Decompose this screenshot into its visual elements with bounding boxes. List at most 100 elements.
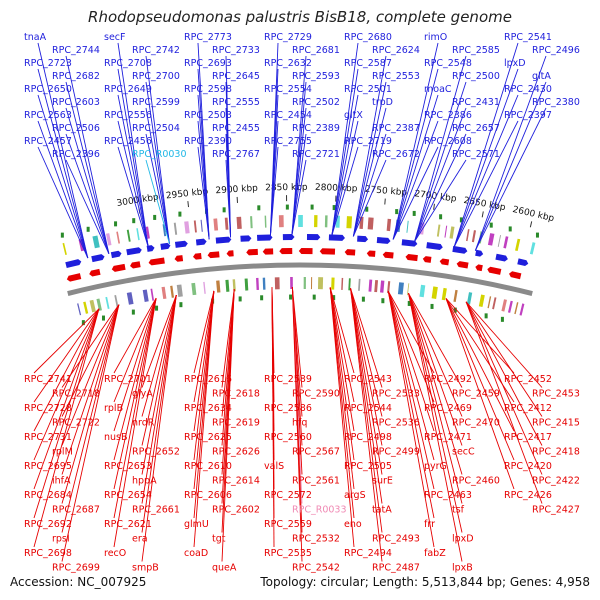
gene-label[interactable]: RPC_2452 [504, 374, 552, 385]
gene-label[interactable]: RPC_2661 [132, 505, 180, 516]
gene-label[interactable]: RPC_2700 [132, 71, 180, 82]
gene-label[interactable]: RPC_2692 [24, 519, 72, 530]
gene-label[interactable]: RPC_2744 [52, 45, 100, 56]
gene-label[interactable]: RPC_2543 [344, 374, 392, 385]
gene-label[interactable]: RPC_2563 [24, 110, 72, 121]
gene-label[interactable]: RPC_2431 [452, 97, 500, 108]
gene-label[interactable]: RPC_2773 [184, 32, 232, 43]
gene-label[interactable]: RPC_2728 [24, 403, 72, 414]
gene-label[interactable]: RPC_2415 [532, 418, 580, 429]
gene-label[interactable]: hfq [292, 418, 307, 429]
gene-label[interactable]: RPC_2469 [424, 403, 472, 414]
gene-label[interactable]: RPC_2608 [424, 136, 472, 147]
gene-label[interactable]: smpB [132, 563, 159, 574]
gene-label[interactable]: RPC_2506 [52, 123, 100, 134]
gene-label[interactable]: RPC_2542 [292, 563, 340, 574]
gene-label[interactable]: RPC_2493 [372, 534, 420, 545]
gene-label[interactable]: RPC_2681 [292, 45, 340, 56]
gene-label[interactable]: RPC_2602 [212, 505, 260, 516]
gene-label[interactable]: RPC_2412 [504, 403, 552, 414]
gene-label[interactable]: queA [212, 563, 237, 574]
gene-label[interactable]: RPC_2718 [52, 389, 100, 400]
gene-label[interactable]: RPC_2589 [264, 374, 312, 385]
gene-label[interactable]: RPC_2721 [292, 149, 340, 160]
gene-label[interactable]: moaC [424, 84, 452, 95]
gene-label[interactable]: RPC_2555 [212, 97, 260, 108]
gene-label[interactable]: RPC_2626 [212, 447, 260, 458]
gene-label[interactable]: RPC_2767 [212, 149, 260, 160]
gene-label[interactable]: gltA [532, 71, 551, 82]
gene-label[interactable]: RPC_2567 [292, 447, 340, 458]
gene-label[interactable]: tgt [212, 534, 226, 545]
gene-label[interactable]: era [132, 534, 148, 545]
gene-label[interactable]: RPC_2422 [532, 476, 580, 487]
gene-label[interactable]: RPC_2498 [344, 432, 392, 443]
gene-label[interactable]: RPC_2499 [372, 447, 420, 458]
gene-label[interactable]: RPC_2619 [212, 418, 260, 429]
gene-label[interactable]: RPC_2426 [504, 490, 552, 501]
gene-label[interactable]: RPC_2554 [264, 84, 312, 95]
gene-label[interactable]: RPC_R0033 [292, 505, 347, 516]
gene-label[interactable]: RPC_2533 [372, 389, 420, 400]
gene-label[interactable]: RPC_2682 [52, 71, 100, 82]
gene-label[interactable]: RPC_2492 [424, 374, 472, 385]
gene-label[interactable]: rplM [52, 447, 73, 458]
gene-label[interactable]: RPC_2621 [104, 519, 152, 530]
gene-label[interactable]: tnaA [24, 32, 47, 43]
gene-label[interactable]: RPC_2396 [52, 149, 100, 160]
gene-label[interactable]: RPC_2502 [292, 97, 340, 108]
gene-label[interactable]: RPC_2680 [344, 32, 392, 43]
gene-label[interactable]: RPC_2470 [452, 418, 500, 429]
gene-label[interactable]: RPC_2380 [532, 97, 580, 108]
gene-label[interactable]: RPC_2561 [292, 476, 340, 487]
gene-label[interactable]: RPC_2699 [52, 563, 100, 574]
gene-label[interactable]: RPC_2390 [184, 136, 232, 147]
gene-label[interactable]: RPC_2556 [104, 110, 152, 121]
gene-label[interactable]: RPC_2553 [372, 71, 420, 82]
gene-label[interactable]: RPC_2417 [504, 432, 552, 443]
gene-label[interactable]: RPC_2634 [184, 403, 232, 414]
gene-label[interactable]: RPC_2541 [504, 32, 552, 43]
gene-label[interactable]: RPC_2603 [52, 97, 100, 108]
gene-label[interactable]: RPC_2742 [132, 45, 180, 56]
gene-label[interactable]: glyA [132, 389, 153, 400]
gene-label[interactable]: RPC_2614 [212, 476, 260, 487]
gene-label[interactable]: RPC_2610 [184, 461, 232, 472]
gene-label[interactable]: RPC_2698 [24, 548, 72, 559]
gene-label[interactable]: RPC_2657 [452, 123, 500, 134]
gene-label[interactable]: coaD [184, 548, 208, 559]
gene-label[interactable]: RPC_2585 [452, 45, 500, 56]
gene-label[interactable]: RPC_2650 [24, 84, 72, 95]
gene-label[interactable]: RPC_2571 [452, 149, 500, 160]
gene-label[interactable]: rpsI [52, 534, 70, 545]
gene-label[interactable]: RPC_2598 [184, 84, 232, 95]
gene-label[interactable]: nrdR [132, 418, 155, 429]
gene-label[interactable]: RPC_2701 [104, 374, 152, 385]
gene-label[interactable]: RPC_2572 [264, 490, 312, 501]
gene-label[interactable]: RPC_2652 [132, 447, 180, 458]
gene-label[interactable]: fabZ [424, 548, 446, 559]
gene-label[interactable]: RPC_2599 [132, 97, 180, 108]
gene-label[interactable]: RPC_2500 [452, 71, 500, 82]
gene-label[interactable]: RPC_2693 [184, 58, 232, 69]
gene-label[interactable]: RPC_2649 [104, 84, 152, 95]
gene-label[interactable]: hppA [132, 476, 157, 487]
gene-label[interactable]: pyrG [424, 461, 447, 472]
gene-label[interactable]: RPC_2457 [24, 136, 72, 147]
gene-label[interactable]: RPC_2708 [104, 58, 152, 69]
gene-label[interactable]: RPC_2733 [212, 45, 260, 56]
gene-label[interactable]: RPC_2606 [184, 490, 232, 501]
gene-label[interactable]: RPC_2645 [212, 71, 260, 82]
gene-label[interactable]: ihfA [52, 476, 71, 487]
gene-label[interactable]: RPC_2427 [532, 505, 580, 516]
gene-label[interactable]: RPC_2532 [292, 534, 340, 545]
gene-label[interactable]: RPC_2397 [504, 110, 552, 121]
gene-label[interactable]: recO [104, 548, 126, 559]
gene-label[interactable]: RPC_2418 [532, 447, 580, 458]
gene-label[interactable]: lpxD [504, 58, 526, 69]
gene-label[interactable]: RPC_2741 [24, 374, 72, 385]
gene-label[interactable]: RPC_2487 [372, 563, 420, 574]
gene-label[interactable]: rimO [424, 32, 447, 43]
gene-label[interactable]: secF [104, 32, 125, 43]
gene-label[interactable]: RPC_2420 [504, 461, 552, 472]
